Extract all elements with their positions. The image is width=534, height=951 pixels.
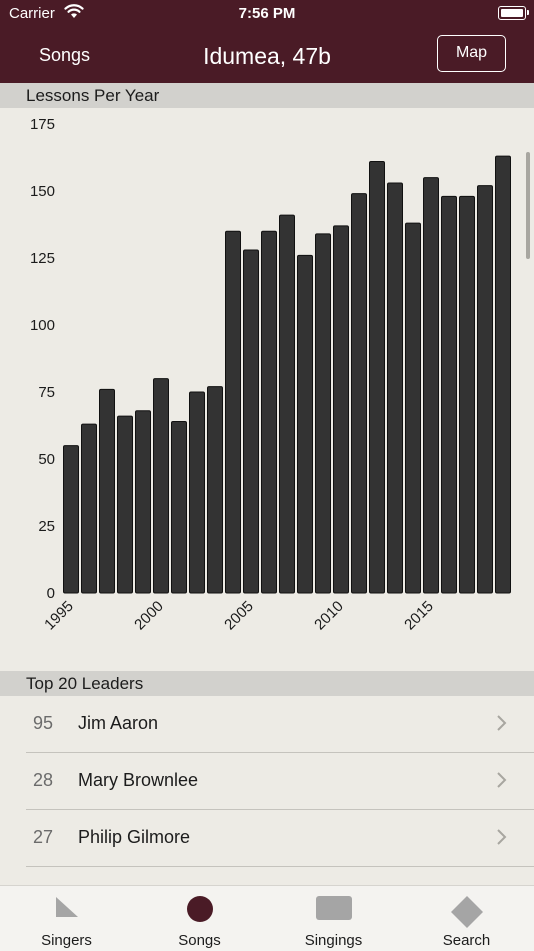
lessons-per-year-chart: 0 25 50 75 100 125 150 175 1995 2000 2005 2010 2015 <box>30 116 511 634</box>
bar-2013 <box>387 182 403 594</box>
bar-2017 <box>459 195 475 594</box>
page-title: Idumea, 47b <box>203 43 331 69</box>
leader-name: Mary Brownlee <box>78 770 199 790</box>
bar-2008 <box>297 254 313 594</box>
tab-bar: Singers Songs Singings Search <box>0 885 534 951</box>
bar-2005 <box>243 249 259 594</box>
bar-2006 <box>261 230 277 594</box>
y-tick-label: 0 <box>47 585 55 602</box>
map-button[interactable]: Map <box>437 35 506 72</box>
section-header-leaders: Top 20 Leaders <box>0 671 534 696</box>
list-item[interactable]: 27 Philip Gilmore <box>0 810 534 867</box>
bar-1997 <box>99 388 115 594</box>
back-button[interactable]: Songs <box>39 45 91 65</box>
tab-singings[interactable]: Singings <box>267 886 400 951</box>
bar-1999 <box>135 410 151 594</box>
rectangle-icon <box>315 896 352 920</box>
y-tick-label: 25 <box>38 518 55 535</box>
bar-2009 <box>315 233 331 594</box>
lesson-count: 27 <box>33 827 54 847</box>
bar-2019 <box>495 155 511 594</box>
y-tick-label: 125 <box>30 250 55 267</box>
circle-icon <box>186 896 213 922</box>
chevron-right-icon <box>497 772 507 788</box>
diamond-icon <box>450 896 483 928</box>
y-tick-label: 100 <box>30 317 55 334</box>
bar-2003 <box>207 386 223 594</box>
section-header-lessons: Lessons Per Year <box>0 83 534 108</box>
bar-1996 <box>81 423 97 594</box>
bar-2000 <box>153 378 169 594</box>
tab-label: Songs <box>178 932 221 949</box>
wifi-icon <box>64 3 84 23</box>
y-tick-label: 175 <box>30 116 55 133</box>
y-tick-label: 50 <box>38 451 55 468</box>
tab-label: Singers <box>41 932 92 949</box>
bar-2004 <box>225 230 241 594</box>
tab-singers[interactable]: Singers <box>0 886 133 951</box>
bar-2002 <box>189 391 205 594</box>
bar-1998 <box>117 415 133 594</box>
battery-icon <box>498 6 529 20</box>
bar-2018 <box>477 185 493 594</box>
x-tick-label: 1995 <box>41 598 77 634</box>
bar-2015 <box>423 177 439 594</box>
tab-songs[interactable]: Songs <box>133 886 266 951</box>
chevron-right-icon <box>497 715 507 731</box>
section-title: Top 20 Leaders <box>26 674 144 693</box>
tab-search[interactable]: Search <box>400 886 533 951</box>
carrier-label: Carrier <box>9 5 55 22</box>
divider <box>26 866 534 867</box>
x-tick-label: 2010 <box>311 598 347 634</box>
bar-2012 <box>369 161 385 594</box>
chevron-right-icon <box>497 829 507 845</box>
tab-label: Search <box>442 932 491 949</box>
x-tick-label: 2015 <box>401 598 437 634</box>
leader-name: Philip Gilmore <box>78 827 191 847</box>
lesson-count: 95 <box>33 713 54 733</box>
bar-2010 <box>333 225 349 594</box>
x-tick-label: 2000 <box>131 598 167 634</box>
divider <box>26 809 534 810</box>
navigation-bar: Carrier 7:56 PM Songs Idumea, 47b Map <box>0 0 534 83</box>
list-item[interactable]: 28 Mary Brownlee <box>0 753 534 810</box>
divider <box>26 752 534 753</box>
scroll-indicator[interactable] <box>526 152 530 259</box>
section-title: Lessons Per Year <box>26 86 160 105</box>
triangle-icon <box>55 897 78 917</box>
bar-2014 <box>405 222 421 594</box>
y-tick-label: 75 <box>38 384 55 401</box>
lesson-count: 28 <box>33 770 54 790</box>
bar-2001 <box>171 420 187 594</box>
leader-name: Jim Aaron <box>78 713 159 733</box>
bar-1995 <box>63 445 79 594</box>
bar-2011 <box>351 193 367 594</box>
status-bar: Carrier 7:56 PM <box>0 0 534 28</box>
tab-label: Singings <box>304 932 363 949</box>
list-item[interactable]: 95 Jim Aaron <box>0 696 534 753</box>
leaders-list: 95 Jim Aaron 28 Mary Brownlee 27 Philip … <box>0 696 534 867</box>
bar-2007 <box>279 214 295 594</box>
bar-2016 <box>441 195 457 594</box>
y-tick-label: 150 <box>30 183 55 200</box>
clock: 7:56 PM <box>238 5 296 22</box>
x-tick-label: 2005 <box>221 598 257 634</box>
